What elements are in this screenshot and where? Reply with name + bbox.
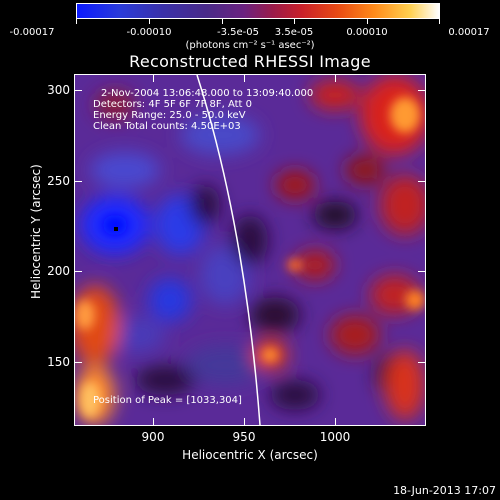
colorbar-label: -0.00010 — [126, 27, 172, 38]
colorbar-units: (photons cm⁻² s⁻¹ asec⁻²) — [185, 40, 315, 51]
colorbar-label: 3.5e-05 — [274, 27, 314, 38]
colorbar — [76, 3, 440, 19]
energy-range: Energy Range: 25.0 - 50.0 keV — [93, 110, 246, 121]
x-tick-label: 950 — [232, 430, 256, 444]
time-range: 2-Nov-2004 13:06:48.000 to 13:09:40.000 — [101, 88, 314, 99]
y-tick-label: 150 — [47, 355, 70, 369]
y-tick-label: 300 — [47, 83, 70, 97]
rhessi-image: 2-Nov-2004 13:06:48.000 to 13:09:40.000 … — [74, 74, 426, 426]
colorbar-label: 0.00017 — [448, 27, 490, 38]
colorbar-label: -0.00017 — [9, 27, 55, 38]
image-map — [75, 75, 425, 425]
colorbar-label: -3.5e-05 — [217, 27, 259, 38]
peak-marker — [114, 227, 118, 231]
x-tick-label: 900 — [141, 430, 165, 444]
colorbar-label: 0.00010 — [346, 27, 388, 38]
peak-position: Position of Peak = [1033,304] — [93, 395, 242, 406]
y-tick-label: 250 — [47, 174, 70, 188]
x-axis-label: Heliocentric X (arcsec) — [182, 448, 318, 462]
y-tick-label: 200 — [47, 264, 70, 278]
detectors-info: Detectors: 4F 5F 6F 7F 8F, Att 0 — [93, 99, 253, 110]
clean-counts: Clean Total counts: 4.50E+03 — [93, 121, 241, 132]
y-axis-label: Heliocentric Y (arcsec) — [29, 164, 43, 299]
timestamp: 18-Jun-2013 17:07 — [393, 484, 496, 497]
x-tick-label: 1000 — [319, 430, 351, 444]
solar-limb — [196, 75, 261, 425]
image-title: Reconstructed RHESSI Image — [129, 52, 371, 71]
